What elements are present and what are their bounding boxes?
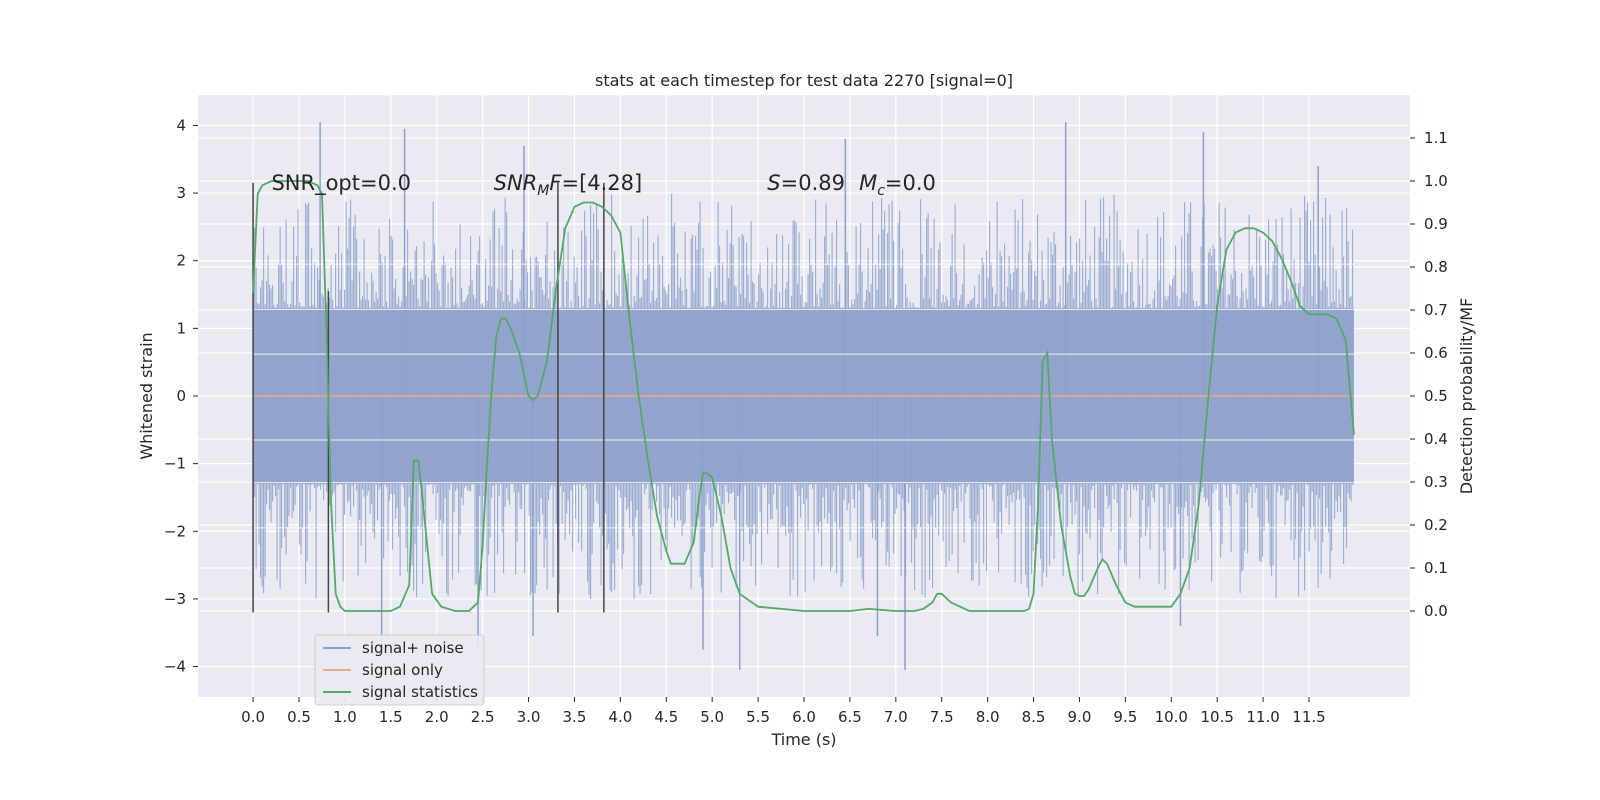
stats-layer bbox=[252, 180, 1355, 612]
y-tick-label: −2 bbox=[164, 522, 186, 540]
legend-label: signal statistics bbox=[362, 683, 478, 701]
x-axis-label: Time (s) bbox=[770, 730, 836, 749]
x-tick-label: 1.5 bbox=[379, 708, 403, 726]
y-right-tick-label: 1.1 bbox=[1424, 129, 1448, 147]
x-tick-label: 1.0 bbox=[333, 708, 357, 726]
y-tick-label: 4 bbox=[176, 116, 186, 134]
y-tick-label: 3 bbox=[176, 184, 186, 202]
legend: signal+ noise signal only signal statistic… bbox=[314, 634, 485, 706]
annotation-snr-opt: SNR_opt=0.0 bbox=[271, 171, 411, 196]
y-right-tick-label: 0.5 bbox=[1424, 387, 1448, 405]
x-tick-label: 7.0 bbox=[884, 708, 908, 726]
x-tick-label: 4.0 bbox=[608, 708, 632, 726]
legend-label: signal only bbox=[362, 661, 443, 679]
y-right-tick-label: 0.9 bbox=[1424, 215, 1448, 233]
y-axis-right-label: Detection probability/MF bbox=[1457, 298, 1476, 495]
x-tick-label: 4.5 bbox=[654, 708, 678, 726]
y-right-tick-label: 0.4 bbox=[1424, 430, 1448, 448]
y-right-tick-label: 0.2 bbox=[1424, 516, 1448, 534]
legend-box bbox=[314, 634, 485, 706]
signal-statistics-line bbox=[252, 180, 1355, 612]
x-tick-label: 6.5 bbox=[838, 708, 862, 726]
y-right-tick-label: 0.0 bbox=[1424, 602, 1448, 620]
axis-layer: 0.0 0.5 1.0 1.5 2.0 2.5 3.0 3.5 4.0 4.5 5.0 5.5 6.0 6… bbox=[164, 116, 1448, 726]
x-tick-label: 9.0 bbox=[1068, 708, 1092, 726]
vertical-marker-layer bbox=[252, 182, 605, 613]
annotation-layer: SNR_opt=0.0 SNRMF=[4.28] S=0.89 Mc=0.0 bbox=[271, 171, 935, 199]
x-tick-label: 11.0 bbox=[1246, 708, 1279, 726]
x-tick-label: 0.0 bbox=[241, 708, 265, 726]
y-tick-label: 2 bbox=[176, 252, 186, 270]
annotation-mc-value: Mc=0.0 bbox=[859, 171, 936, 199]
x-tick-label: 6.0 bbox=[792, 708, 816, 726]
annotation-s-value: S=0.89 bbox=[767, 171, 845, 195]
y-right-tick-label: 0.8 bbox=[1424, 258, 1448, 276]
x-tick-label: 8.0 bbox=[976, 708, 1000, 726]
x-tick-label: 5.0 bbox=[700, 708, 724, 726]
x-tick-label: 10.5 bbox=[1200, 708, 1233, 726]
y-right-tick-label: 0.3 bbox=[1424, 473, 1448, 491]
chart-title: stats at each timestep for test data 227… bbox=[595, 71, 1013, 90]
x-tick-label: 11.5 bbox=[1292, 708, 1325, 726]
annotation-snr-mf: SNRMF=[4.28] bbox=[494, 171, 643, 199]
x-tick-label: 8.5 bbox=[1022, 708, 1046, 726]
y-right-tick-label: 0.7 bbox=[1424, 301, 1448, 319]
x-tick-label: 7.5 bbox=[930, 708, 954, 726]
y-tick-label: 0 bbox=[176, 387, 186, 405]
x-tick-label: 5.5 bbox=[746, 708, 770, 726]
x-tick-label: 9.5 bbox=[1113, 708, 1137, 726]
x-tick-label: 3.0 bbox=[517, 708, 541, 726]
y-right-tick-label: 0.1 bbox=[1424, 559, 1448, 577]
y-axis-label: Whitened strain bbox=[137, 332, 156, 459]
legend-label: signal+ noise bbox=[362, 639, 464, 657]
x-tick-label: 2.0 bbox=[425, 708, 449, 726]
x-tick-label: 10.0 bbox=[1155, 708, 1188, 726]
y-right-tick-label: 0.6 bbox=[1424, 344, 1448, 362]
y-tick-label: −1 bbox=[164, 455, 186, 473]
y-tick-label: 1 bbox=[176, 319, 186, 337]
x-tick-label: 3.5 bbox=[563, 708, 587, 726]
y-tick-label: −3 bbox=[164, 590, 186, 608]
x-tick-label: 0.5 bbox=[287, 708, 311, 726]
y-right-tick-label: 1.0 bbox=[1424, 172, 1448, 190]
y-tick-label: −4 bbox=[164, 658, 186, 676]
x-tick-label: 2.5 bbox=[471, 708, 495, 726]
